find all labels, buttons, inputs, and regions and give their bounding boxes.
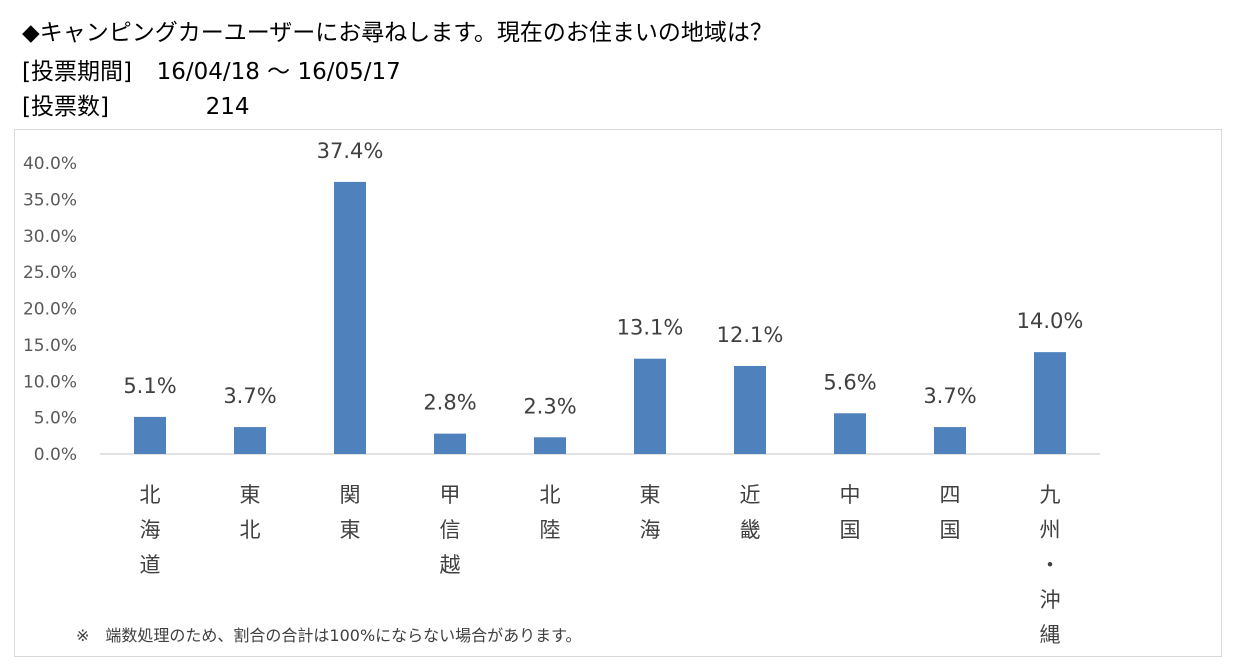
bar (434, 433, 466, 454)
y-tick-label: 35.0% (23, 190, 77, 210)
y-tick-label: 0.0% (34, 445, 77, 465)
x-tick-label: 東北 (240, 483, 261, 542)
x-tick-label: 中国 (840, 483, 861, 542)
bar (634, 358, 666, 454)
bar (334, 181, 366, 454)
bar (834, 413, 866, 454)
bar (734, 365, 766, 454)
y-tick-label: 30.0% (23, 227, 77, 247)
data-label: 12.1% (717, 323, 784, 347)
bar (134, 416, 166, 454)
voting-period-value: 16/04/18 ～ 16/05/17 (156, 59, 401, 85)
y-tick-label: 15.0% (23, 336, 77, 356)
chart-area: 0.0% 5.0% 10.0% 15.0% 20.0% 25.0% 30.0% 35.0% 40… (14, 129, 1222, 657)
y-tick-label: 5.0% (34, 409, 77, 429)
data-label: 5.6% (823, 370, 876, 394)
voting-period-label: [投票期間] (22, 59, 132, 85)
bar (234, 427, 266, 454)
y-tick-label: 10.0% (23, 372, 77, 392)
question-title: ◆キャンピングカーユーザーにお尋ねします。現在のお住まいの地域は？ (22, 20, 773, 46)
data-label: 14.0% (1017, 309, 1084, 333)
x-tick-label: 近畿 (740, 483, 761, 542)
vote-count-value: 214 (205, 94, 250, 120)
x-tick-label: 九州・沖縄 (1040, 483, 1061, 647)
data-label: 5.1% (123, 374, 176, 398)
data-label: 3.7% (223, 384, 276, 408)
x-tick-label: 北陸 (540, 483, 561, 542)
x-tick-label: 北海道 (140, 483, 161, 577)
bar (934, 427, 966, 454)
data-label: 2.8% (423, 391, 476, 415)
x-tick-label: 関東 (340, 483, 361, 542)
bar-chart: 0.0% 5.0% 10.0% 15.0% 20.0% 25.0% 30.0% 35.0% 40… (23, 139, 1100, 647)
footnote: ※ 端数処理のため、割合の合計は100%にならない場合があります。 (76, 626, 582, 645)
x-tick-label: 甲信越 (440, 483, 461, 577)
y-tick-label: 20.0% (23, 300, 77, 320)
vote-count-label: [投票数] (22, 94, 109, 120)
bar (534, 437, 566, 454)
voting-period: [投票期間] 16/04/18 ～ 16/05/17 (22, 57, 401, 87)
data-label: 13.1% (617, 316, 684, 340)
bar (1034, 352, 1066, 454)
x-tick-label: 四国 (940, 483, 961, 542)
x-tick-label: 東海 (640, 483, 661, 542)
data-label: 37.4% (317, 139, 384, 163)
vote-count: [投票数] 214 (22, 92, 249, 122)
y-tick-label: 40.0% (23, 154, 77, 174)
data-label: 3.7% (923, 384, 976, 408)
y-tick-label: 25.0% (23, 263, 77, 283)
data-label: 2.3% (523, 394, 576, 418)
